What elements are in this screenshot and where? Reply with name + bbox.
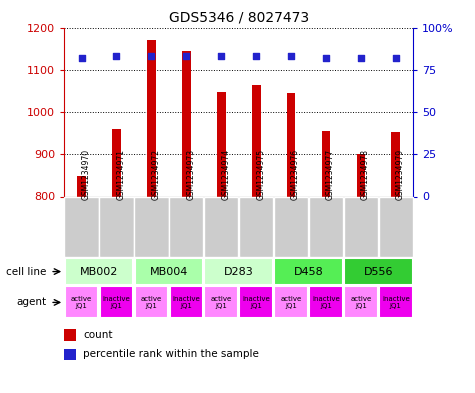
Text: inactive
JQ1: inactive JQ1: [242, 296, 270, 309]
FancyBboxPatch shape: [170, 286, 203, 318]
Text: agent: agent: [17, 298, 47, 307]
Point: [357, 55, 365, 61]
Text: D458: D458: [294, 266, 323, 277]
FancyBboxPatch shape: [65, 197, 99, 257]
Text: GSM1234978: GSM1234978: [361, 149, 370, 200]
Text: active
JQ1: active JQ1: [71, 296, 92, 309]
Text: GSM1234970: GSM1234970: [82, 149, 91, 200]
FancyBboxPatch shape: [100, 286, 133, 318]
FancyBboxPatch shape: [309, 286, 343, 318]
FancyBboxPatch shape: [134, 197, 169, 257]
Point: [218, 53, 225, 59]
FancyBboxPatch shape: [204, 197, 238, 257]
Text: inactive
JQ1: inactive JQ1: [382, 296, 409, 309]
FancyBboxPatch shape: [134, 286, 168, 318]
Bar: [112, 129, 121, 196]
Text: D283: D283: [224, 266, 254, 277]
FancyBboxPatch shape: [379, 286, 413, 318]
Text: GSM1234973: GSM1234973: [186, 149, 195, 200]
FancyBboxPatch shape: [344, 197, 378, 257]
Bar: [252, 84, 260, 196]
Bar: [322, 130, 330, 196]
Text: cell line: cell line: [6, 266, 47, 277]
Text: GSM1234971: GSM1234971: [116, 149, 125, 200]
FancyBboxPatch shape: [239, 197, 273, 257]
Bar: [391, 132, 400, 196]
FancyBboxPatch shape: [274, 286, 308, 318]
FancyBboxPatch shape: [344, 286, 378, 318]
Point: [148, 53, 155, 59]
Bar: [217, 92, 226, 196]
Text: inactive
JQ1: inactive JQ1: [312, 296, 340, 309]
Bar: [357, 154, 365, 196]
FancyBboxPatch shape: [99, 197, 133, 257]
Text: GSM1234974: GSM1234974: [221, 149, 230, 200]
FancyBboxPatch shape: [65, 286, 98, 318]
Bar: [64, 329, 76, 341]
Text: MB004: MB004: [150, 266, 188, 277]
Text: MB002: MB002: [80, 266, 118, 277]
Text: D556: D556: [363, 266, 393, 277]
Text: inactive
JQ1: inactive JQ1: [103, 296, 130, 309]
Bar: [287, 93, 295, 196]
FancyBboxPatch shape: [274, 258, 343, 285]
Point: [287, 53, 295, 59]
Text: inactive
JQ1: inactive JQ1: [172, 296, 200, 309]
Point: [322, 55, 330, 61]
Text: active
JQ1: active JQ1: [141, 296, 162, 309]
Bar: [64, 349, 76, 360]
FancyBboxPatch shape: [274, 197, 308, 257]
Point: [78, 55, 86, 61]
FancyBboxPatch shape: [134, 258, 203, 285]
Title: GDS5346 / 8027473: GDS5346 / 8027473: [169, 11, 309, 25]
Text: GSM1234972: GSM1234972: [152, 149, 161, 200]
Text: active
JQ1: active JQ1: [280, 296, 302, 309]
Text: percentile rank within the sample: percentile rank within the sample: [83, 349, 259, 360]
FancyBboxPatch shape: [204, 286, 238, 318]
FancyBboxPatch shape: [204, 258, 273, 285]
FancyBboxPatch shape: [169, 197, 203, 257]
Bar: [147, 40, 156, 196]
Point: [113, 53, 120, 59]
Point: [252, 53, 260, 59]
Text: GSM1234979: GSM1234979: [396, 149, 405, 200]
Point: [182, 53, 190, 59]
Bar: [182, 51, 190, 196]
Bar: [77, 176, 86, 196]
FancyBboxPatch shape: [379, 197, 413, 257]
Text: active
JQ1: active JQ1: [210, 296, 232, 309]
FancyBboxPatch shape: [239, 286, 273, 318]
Text: GSM1234975: GSM1234975: [256, 149, 265, 200]
FancyBboxPatch shape: [309, 197, 343, 257]
Text: active
JQ1: active JQ1: [350, 296, 371, 309]
FancyBboxPatch shape: [344, 258, 413, 285]
Text: count: count: [83, 330, 113, 340]
Text: GSM1234976: GSM1234976: [291, 149, 300, 200]
Point: [392, 55, 399, 61]
FancyBboxPatch shape: [65, 258, 133, 285]
Text: GSM1234977: GSM1234977: [326, 149, 335, 200]
